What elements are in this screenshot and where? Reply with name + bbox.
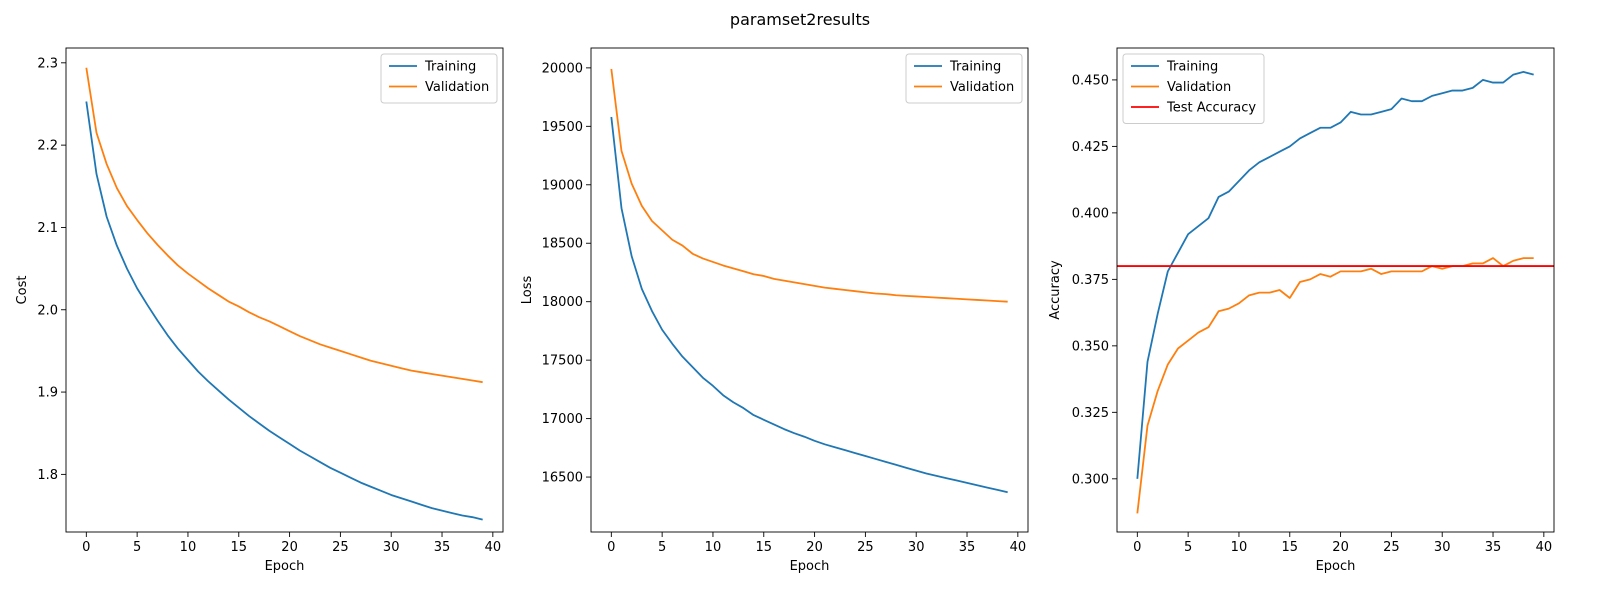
y-tick-label: 0.325 [1072,406,1109,421]
legend-label: Training [424,60,476,75]
legend-label: Training [949,60,1001,75]
x-tick-label: 15 [755,540,772,555]
series-line-validation [1136,257,1534,514]
x-tick-label: 0 [82,540,90,555]
y-tick-label: 2.2 [37,139,58,154]
legend-label: Training [1166,60,1218,75]
x-axis-label: Epoch [790,559,830,574]
x-tick-label: 5 [1184,540,1192,555]
y-axis-label: Loss [520,276,535,305]
y-tick-label: 17500 [542,354,583,369]
x-tick-label: 40 [1010,540,1027,555]
y-tick-label: 0.375 [1072,273,1109,288]
x-tick-label: 25 [857,540,874,555]
series-line-training [1136,71,1534,479]
series-line-training [85,101,483,521]
y-axis-label: Accuracy [1048,260,1063,320]
y-tick-label: 19000 [542,178,583,193]
legend: Training Validation [380,53,498,104]
y-tick-label: 18000 [542,295,583,310]
x-tick-label: 35 [959,540,976,555]
y-tick-label: 2.1 [37,221,58,236]
x-tick-label: 20 [281,540,298,555]
y-tick-label: 18500 [542,237,583,252]
x-tick-label: 40 [485,540,502,555]
y-tick-label: 1.9 [37,386,58,401]
y-tick-label: 0.300 [1072,472,1109,487]
chart-panel-1: 0 5 10 15 20 25 30 35 40 1.8 1.9 2.0 2.1 2.2 2.3 Epoch C… [15,47,504,574]
x-tick-label: 0 [607,540,615,555]
y-tick-label: 0.400 [1072,206,1109,221]
axes-frame [590,47,1029,533]
subplots: 0 5 10 15 20 25 30 35 40 1.8 1.9 2.0 2.1 2.2 2.3 Epoch C… [15,47,1555,574]
x-tick-label: 0 [1133,540,1141,555]
x-tick-label: 30 [908,540,925,555]
y-tick-label: 0.425 [1072,140,1109,155]
plot-area [610,68,1008,494]
x-tick-label: 25 [332,540,349,555]
chart-panel-3: 0 5 10 15 20 25 30 35 40 0.300 0.325 0.350 0.375 0.40… [1048,47,1555,574]
x-tick-label: 10 [1231,540,1248,555]
x-tick-label: 35 [434,540,451,555]
y-axis-label: Cost [15,276,30,305]
legend: Training Validation Test Accuracy [1122,53,1265,124]
legend-label: Validation [1167,80,1231,95]
x-tick-label: 30 [1434,540,1451,555]
legend-label: Test Accuracy [1166,101,1256,116]
x-tick-label: 10 [705,540,722,555]
x-tick-label: 15 [230,540,247,555]
x-tick-label: 5 [133,540,141,555]
x-axis-label: Epoch [265,559,305,574]
x-axis-label: Epoch [1316,559,1356,574]
y-tick-label: 2.0 [37,303,58,318]
figure-title: paramset2results [730,10,870,29]
y-tick-label: 2.3 [37,56,58,71]
series-line-training [610,116,1008,494]
x-tick-label: 10 [180,540,197,555]
y-tick-label: 1.8 [37,468,58,483]
legend-label: Validation [950,80,1014,95]
series-line-validation [85,67,483,384]
plot-area [1117,71,1554,514]
x-tick-label: 15 [1281,540,1298,555]
y-tick-label: 20000 [542,61,583,76]
x-tick-label: 5 [658,540,666,555]
x-tick-label: 40 [1536,540,1553,555]
x-tick-label: 20 [1332,540,1349,555]
x-tick-label: 25 [1383,540,1400,555]
x-tick-label: 35 [1485,540,1502,555]
legend-label: Validation [425,80,489,95]
y-tick-label: 0.450 [1072,73,1109,88]
plot-area [85,67,483,521]
axes-frame [65,47,504,533]
chart-panel-2: 0 5 10 15 20 25 30 35 40 16500 17000 17500 18000 1850… [520,47,1029,574]
legend: Training Validation [905,53,1023,104]
y-tick-label: 17000 [542,412,583,427]
axes-frame [1116,47,1555,533]
y-tick-label: 16500 [542,471,583,486]
series-line-validation [610,68,1008,303]
x-tick-label: 30 [383,540,400,555]
y-tick-label: 0.350 [1072,339,1109,354]
x-tick-label: 20 [806,540,823,555]
y-tick-label: 19500 [542,120,583,135]
